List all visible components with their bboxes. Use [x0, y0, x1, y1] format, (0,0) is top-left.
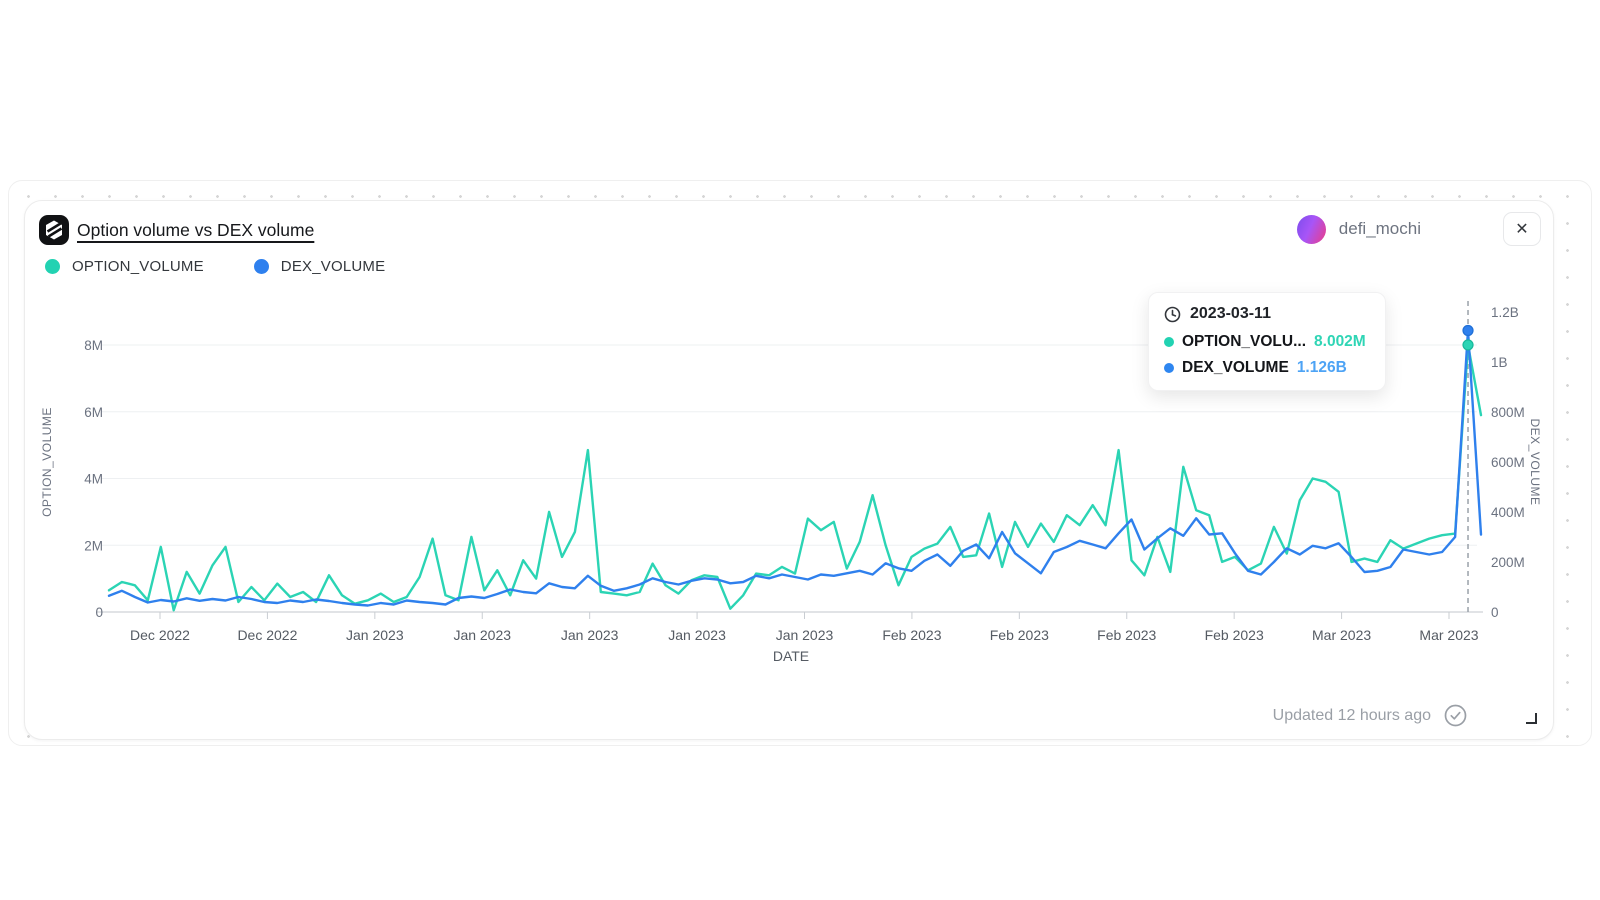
svg-text:800M: 800M: [1491, 405, 1525, 420]
svg-text:DEX_VOLUME: DEX_VOLUME: [1528, 418, 1542, 505]
svg-text:2M: 2M: [84, 538, 103, 553]
svg-text:Jan 2023: Jan 2023: [668, 627, 726, 643]
svg-text:Mar 2023: Mar 2023: [1419, 627, 1478, 643]
close-button[interactable]: ✕: [1503, 212, 1541, 246]
user-avatar[interactable]: [1296, 214, 1326, 244]
legend-item-dex-volume[interactable]: DEX_VOLUME: [253, 258, 386, 275]
chart-canvas[interactable]: Dec 2022 Dec 2022 Jan 2023 Jan 2023 Jan 2023…: [25, 291, 1555, 676]
svg-text:0: 0: [95, 605, 103, 620]
tooltip-option-dot-icon: [1164, 337, 1174, 347]
svg-text:8M: 8M: [84, 338, 103, 353]
svg-text:Dec 2022: Dec 2022: [130, 627, 190, 643]
app-logo-icon: [39, 215, 69, 245]
legend-label: OPTION_VOLUME: [72, 258, 204, 275]
tooltip-series-value: 8.002M: [1314, 333, 1366, 350]
svg-text:600M: 600M: [1491, 455, 1525, 470]
svg-text:0: 0: [1491, 605, 1499, 620]
clock-icon: [1164, 306, 1181, 322]
chart-legend: OPTION_VOLUME DEX_VOLUME: [45, 258, 385, 275]
svg-text:Feb 2023: Feb 2023: [882, 627, 941, 643]
legend-item-option-volume[interactable]: OPTION_VOLUME: [45, 258, 204, 275]
tooltip-series-name: OPTION_VOLU...: [1182, 333, 1307, 350]
updated-status: Updated 12 hours ago: [1273, 704, 1467, 727]
tooltip-date: 2023-03-11: [1190, 305, 1271, 322]
svg-text:4M: 4M: [84, 472, 103, 487]
svg-text:Jan 2023: Jan 2023: [346, 627, 404, 643]
dex-volume-dot-icon: [253, 259, 269, 274]
svg-text:Feb 2023: Feb 2023: [1097, 627, 1156, 643]
svg-text:1B: 1B: [1491, 355, 1508, 370]
svg-text:Mar 2023: Mar 2023: [1312, 627, 1371, 643]
svg-text:Feb 2023: Feb 2023: [1205, 627, 1264, 643]
option-volume-dot-icon: [45, 259, 60, 274]
tooltip-dex-dot-icon: [1164, 363, 1174, 373]
username[interactable]: defi_mochi: [1338, 219, 1421, 238]
updated-text: Updated 12 hours ago: [1272, 706, 1431, 724]
resize-handle[interactable]: [1526, 713, 1537, 724]
svg-text:DATE: DATE: [773, 648, 809, 664]
legend-label: DEX_VOLUME: [280, 258, 386, 275]
svg-text:Jan 2023: Jan 2023: [561, 627, 619, 643]
chart-area[interactable]: Dec 2022 Dec 2022 Jan 2023 Jan 2023 Jan 2023…: [25, 291, 1555, 676]
svg-text:400M: 400M: [1491, 505, 1525, 520]
check-circle-icon: [1444, 704, 1467, 727]
chart-card: Option volume vs DEX volume defi_mochi ✕…: [24, 200, 1554, 740]
chart-tooltip: 2023-03-11 OPTION_VOLU... 8.002M DEX_VOL…: [1148, 292, 1386, 391]
chart-title-link[interactable]: Option volume vs DEX volume: [77, 220, 315, 240]
svg-text:Dec 2022: Dec 2022: [237, 627, 297, 643]
svg-text:6M: 6M: [84, 405, 103, 420]
svg-text:200M: 200M: [1491, 555, 1525, 570]
svg-text:Feb 2023: Feb 2023: [990, 627, 1049, 643]
tooltip-series-value: 1.126B: [1296, 359, 1347, 376]
svg-text:OPTION_VOLUME: OPTION_VOLUME: [40, 407, 54, 517]
svg-text:1.2B: 1.2B: [1491, 305, 1519, 320]
svg-text:Jan 2023: Jan 2023: [453, 627, 511, 643]
tooltip-series-name: DEX_VOLUME: [1182, 359, 1289, 376]
svg-text:Jan 2023: Jan 2023: [776, 627, 834, 643]
